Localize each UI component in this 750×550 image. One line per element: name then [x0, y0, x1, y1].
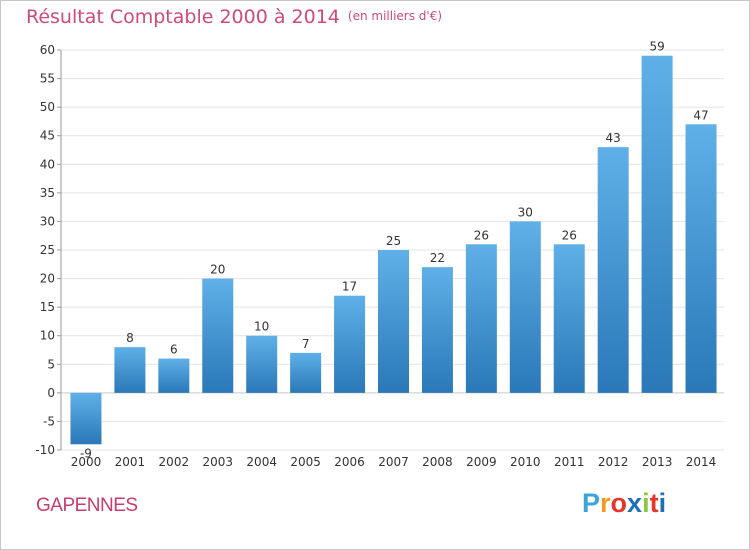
y-tick-label: 0 [47, 386, 55, 400]
y-tick-label: 15 [40, 300, 55, 314]
y-tick-label: -10 [35, 443, 55, 457]
x-tick-label: 2009 [466, 455, 497, 469]
data-label-2002: 6 [170, 343, 178, 357]
chart-title-text: Résultat Comptable 2000 à 2014 [26, 6, 340, 28]
y-tick-label: 5 [47, 357, 55, 371]
proxiti-logo[interactable]: Proxiti [582, 488, 666, 519]
data-label-2014: 47 [693, 108, 708, 122]
bar-2001 [114, 347, 146, 393]
logo-letter: t [649, 488, 659, 518]
bar-2003 [202, 278, 234, 393]
y-axis: -10 -5 0 5 10 15 20 25 30 35 40 45 50 55 60 [35, 43, 62, 457]
x-tick-label: 2005 [290, 455, 321, 469]
data-label-2006: 17 [342, 280, 357, 294]
y-tick-label: 45 [40, 129, 55, 143]
data-label-2000: -9 [80, 446, 92, 460]
data-label-2013: 59 [649, 40, 664, 54]
logo-letter: x [627, 488, 643, 518]
bar-2013 [641, 55, 673, 393]
y-tick-label: -5 [43, 414, 55, 428]
data-labels: -9 8 6 20 10 7 17 25 22 26 30 26 43 59 47 [80, 40, 709, 461]
x-tick-label: 2014 [686, 455, 717, 469]
logo-letter: i [642, 488, 650, 518]
data-label-2001: 8 [126, 331, 134, 345]
data-label-2008: 22 [430, 251, 445, 265]
chart-title: Résultat Comptable 2000 à 2014 (en millie… [26, 6, 442, 28]
y-tick-label: 40 [40, 157, 55, 171]
bar-2005 [290, 352, 322, 393]
logo-letter: i [658, 488, 667, 518]
logo-letter: o [610, 488, 628, 518]
y-tick-label: 10 [40, 329, 55, 343]
logo-letter: P [582, 488, 601, 518]
x-tick-label: 2010 [510, 455, 541, 469]
data-label-2003: 20 [210, 263, 225, 277]
bar-2002 [158, 358, 190, 393]
logo-letter: r [600, 488, 611, 518]
x-tick-label: 2011 [554, 455, 585, 469]
x-tick-label: 2003 [202, 455, 233, 469]
data-label-2007: 25 [386, 234, 401, 248]
x-tick-label: 2008 [422, 455, 453, 469]
x-axis: 2000 2001 2002 2003 2004 2005 2006 2007 2008 2009… [71, 455, 717, 469]
y-tick-label: 60 [40, 43, 55, 57]
x-tick-label: 2013 [642, 455, 673, 469]
y-tick-label: 30 [40, 214, 55, 228]
x-tick-label: 2012 [598, 455, 629, 469]
bar-2010 [509, 221, 541, 393]
bar-2007 [378, 250, 409, 393]
bar-2000 [70, 392, 102, 445]
bar-2011 [553, 244, 585, 393]
chart-subtitle: (en milliers d'€) [347, 9, 443, 23]
bar-2006 [334, 295, 366, 393]
data-label-2011: 26 [562, 228, 577, 242]
bar-2008 [421, 267, 453, 393]
x-tick-label: 2002 [159, 455, 190, 469]
data-label-2005: 7 [302, 337, 310, 351]
y-tick-label: 25 [40, 243, 55, 257]
y-tick-label: 50 [40, 100, 55, 114]
commune-name: GAPENNES [36, 495, 138, 516]
data-label-2012: 43 [606, 131, 621, 145]
bar-2012 [597, 147, 629, 393]
x-tick-label: 2004 [246, 455, 277, 469]
bar-2004 [246, 335, 278, 393]
bar-2009 [465, 244, 497, 393]
data-label-2009: 26 [474, 228, 489, 242]
y-tick-label: 35 [40, 186, 55, 200]
y-tick-label: 20 [40, 272, 55, 286]
x-tick-label: 2000 [71, 455, 102, 469]
x-tick-label: 2007 [378, 455, 409, 469]
data-label-2004: 10 [254, 320, 269, 334]
x-tick-label: 2001 [115, 455, 146, 469]
bar-2014 [685, 124, 717, 393]
x-tick-label: 2006 [334, 455, 365, 469]
bars [70, 55, 717, 445]
y-tick-label: 55 [40, 72, 55, 86]
data-label-2010: 30 [518, 205, 533, 219]
